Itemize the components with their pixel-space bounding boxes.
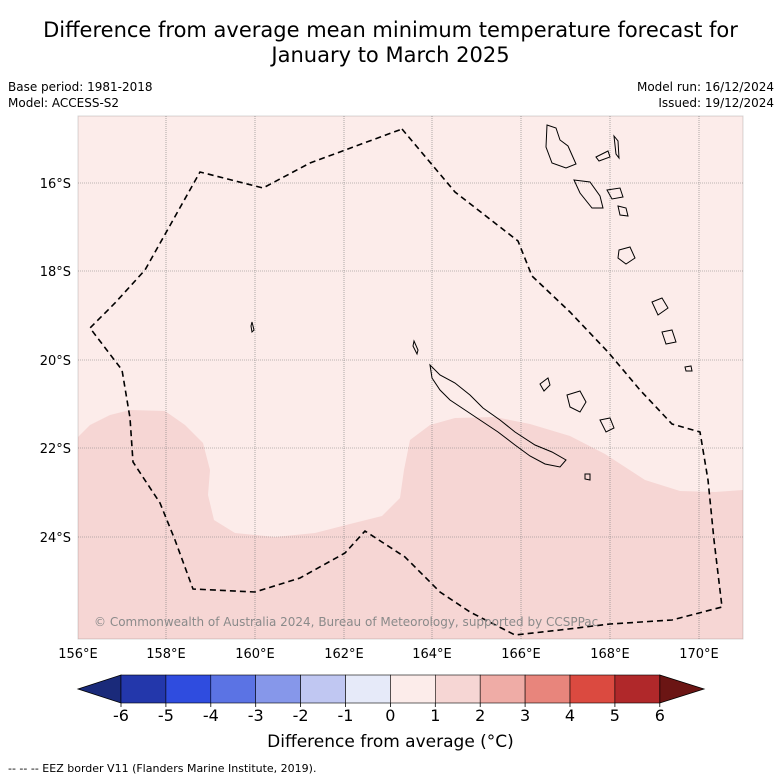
anomaly-region-1-2 [78, 410, 743, 639]
colorbar-ticks: -6 -5 -4 -3 -2 -1 0 1 2 3 4 5 6 [113, 703, 665, 725]
lat-label-20s: 20°S [40, 354, 71, 369]
issued-date: Issued: 19/12/2024 [658, 96, 774, 110]
lon-label-160e: 160°E [235, 647, 275, 662]
vanuatu-epi [606, 187, 624, 200]
colorbar-tick-label: -6 [113, 706, 129, 725]
colorbar-tick-label: -4 [203, 706, 219, 725]
colorbar-segment [300, 674, 346, 704]
colorbar-segment [569, 674, 616, 704]
longitude-labels: 156°E 158°E 160°E 162°E 164°E 166°E 168°… [58, 647, 719, 662]
eez-border [88, 128, 723, 636]
lat-label-18s: 18°S [40, 265, 71, 280]
colorbar-segment [614, 674, 661, 704]
colorbar-segment [390, 674, 436, 704]
model-run: Model run: 16/12/2024 [636, 80, 774, 94]
eez-legend-note: -- -- -- EEZ border V11 (Flanders Marine… [8, 762, 317, 775]
title-line-2: January to March 2025 [271, 43, 510, 67]
base-period: Base period: 1981-2018 [8, 80, 153, 94]
belep-islet [412, 339, 419, 356]
colorbar-segment [345, 674, 391, 704]
loyalty-island-lifou [566, 390, 587, 413]
colorbar-tick-label: 5 [610, 706, 620, 725]
colorbar-segment [120, 674, 167, 704]
map-grid [78, 116, 743, 639]
map-frame [77, 115, 744, 640]
new-caledonia-island [429, 363, 567, 468]
colorbar-segment [210, 674, 257, 704]
colorbar-extend-low [76, 674, 122, 704]
vanuatu-efate [617, 246, 636, 265]
meta-left: Base period: 1981-2018 Model: ACCESS-S2 [8, 79, 153, 111]
lon-label-156e: 156°E [58, 647, 98, 662]
colorbar-tick-label: 6 [655, 706, 665, 725]
colorbar-segment [434, 674, 481, 704]
colorbar-tick-label: -3 [248, 706, 264, 725]
vanuatu-espiritu-santo [545, 124, 577, 169]
colorbar-tick-label: 1 [430, 706, 440, 725]
lon-label-170e: 170°E [679, 647, 719, 662]
colorbar-segment [524, 674, 571, 704]
colorbar-tick-label: -5 [158, 706, 174, 725]
colorbar-segment [479, 674, 526, 704]
vanuatu-tanna [661, 329, 677, 345]
colorbar-segment [165, 674, 212, 704]
colorbar-tick-label: 3 [520, 706, 530, 725]
colorbar-tick-label: -1 [338, 706, 354, 725]
meta-right: Model run: 16/12/2024 Issued: 19/12/2024 [637, 79, 774, 111]
model-name: Model: ACCESS-S2 [8, 96, 120, 110]
vanuatu-ambae [595, 150, 611, 162]
lon-label-168e: 168°E [590, 647, 630, 662]
colorbar-label: Difference from average (°C) [267, 732, 514, 752]
lon-label-164e: 164°E [412, 647, 452, 662]
vanuatu-malekula [573, 179, 604, 209]
lat-label-16s: 16°S [40, 177, 71, 192]
loyalty-island-ouvea [539, 377, 551, 392]
vanuatu-maewo [613, 134, 620, 160]
lon-label-166e: 166°E [501, 647, 541, 662]
isle-of-pines [584, 473, 591, 481]
latitude-labels: 16°S 18°S 20°S 22°S 24°S [40, 177, 71, 546]
colorbar-segment [255, 674, 301, 704]
colorbar-tick-label: 0 [385, 706, 395, 725]
vanuatu-erromango [651, 297, 669, 316]
colorbar-tick-label: 4 [565, 706, 575, 725]
colorbar-tick-label: -2 [293, 706, 309, 725]
vanuatu-aneityum [684, 365, 693, 372]
title-line-1: Difference from average mean minimum tem… [43, 18, 738, 42]
map-title: Difference from average mean minimum tem… [0, 18, 781, 68]
loyalty-island-mare [599, 417, 615, 433]
lon-label-158e: 158°E [146, 647, 186, 662]
colorbar-tick-label: 2 [475, 706, 485, 725]
vanuatu-shepherd-islands [617, 205, 629, 217]
copyright-notice: © Commonwealth of Australia 2024, Bureau… [94, 615, 598, 629]
lat-label-22s: 22°S [40, 442, 71, 457]
chesterfield-islet [250, 321, 255, 334]
colorbar-extend-high [659, 674, 706, 704]
lat-label-24s: 24°S [40, 531, 71, 546]
colorbar [76, 674, 706, 704]
lon-label-162e: 162°E [324, 647, 364, 662]
